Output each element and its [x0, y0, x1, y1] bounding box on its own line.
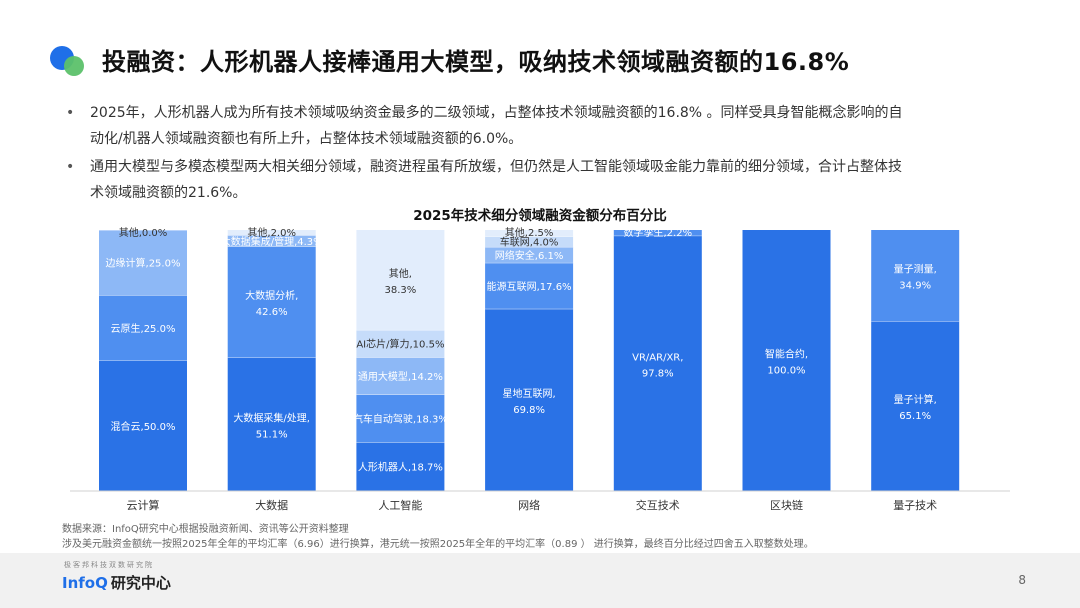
segment-label: 车联网,4.0%: [500, 236, 559, 249]
page-number: 8: [1018, 573, 1026, 587]
bar-segment: [871, 321, 960, 491]
currency-conversion-note: 涉及美元融资金额统一按照2025年全年的平均汇率（6.96）进行换算，港元统一按…: [62, 539, 814, 550]
bar-segment: [485, 246, 574, 263]
segment-label: 65.1%: [899, 411, 931, 422]
logo-brand: InfoQ: [62, 574, 108, 592]
segment-label: 云原生,25.0%: [111, 322, 176, 335]
bar-segment: [227, 235, 316, 247]
bullet-1-line-2: 动化/机器人领域融资额也有所上升，占整体技术领域融资额的6.0%。: [90, 131, 523, 147]
bar-segment: [227, 230, 316, 236]
bullet-list: • 2025年，人形机器人成为所有技术领域吸纳资金最多的二级领域，占整体技术领域…: [62, 100, 1022, 208]
x-tick-label: 量子技术: [893, 499, 937, 512]
segment-label: 数字孪生,2.2%: [624, 226, 693, 239]
segment-label: 星地互联网,: [503, 387, 556, 400]
bullet-item-1: • 2025年，人形机器人成为所有技术领域吸纳资金最多的二级领域，占整体技术领域…: [62, 100, 1022, 152]
stacked-bar-chart: 混合云,50.0% 云原生,25.0% 边缘计算,25.0% 其他,0.0% 云计算 大数…: [70, 226, 1010, 512]
segment-label: 100.0%: [767, 366, 805, 377]
segment-label: 大数据采集/处理,: [233, 411, 310, 424]
segment-label: 其他,: [389, 267, 412, 280]
segment-label: 其他,2.0%: [247, 226, 296, 239]
bar-segment: [485, 230, 574, 237]
bullet-dot-icon: •: [66, 105, 75, 121]
bar-segment: [485, 262, 574, 309]
segment-label: 38.3%: [385, 285, 417, 296]
segment-label: 大数据集成/管理,4.3%: [221, 235, 323, 248]
bar-segment: [742, 230, 831, 491]
segment-label: 其他,0.0%: [119, 226, 168, 239]
bullet-1-line-1: 2025年，人形机器人成为所有技术领域吸纳资金最多的二级领域，占整体技术领域融资…: [90, 105, 903, 121]
segment-label: 通用大模型,14.2%: [358, 370, 443, 383]
logo-cn: 研究中心: [110, 574, 171, 592]
x-tick-label: 网络: [518, 498, 540, 512]
segment-label: 混合云,50.0%: [111, 420, 176, 433]
bar-segment: [99, 295, 187, 361]
segment-label: 边缘计算,25.0%: [106, 257, 181, 270]
infoq-logo: InfoQ 研究中心: [62, 572, 171, 593]
bar-segment: [99, 230, 187, 296]
segment-label: 其他,2.5%: [505, 226, 554, 239]
bar-segment: [356, 394, 445, 443]
x-tick-label: 区块链: [770, 498, 803, 512]
segment-label: 人形机器人,18.7%: [358, 461, 443, 474]
segment-label: 网络安全,6.1%: [495, 249, 564, 262]
bar-segment: [356, 442, 445, 491]
segment-label: 量子计算,: [894, 393, 937, 406]
data-source-note: 数据来源：InfoQ研究中心根据投融资新闻、资讯等公开资料整理: [62, 524, 349, 535]
segment-label: 51.1%: [256, 429, 288, 440]
segment-label: 能源互联网,17.6%: [487, 280, 572, 293]
segment-label: 量子测量,: [894, 263, 937, 276]
bar-segment: [227, 357, 316, 491]
segment-label: 34.9%: [899, 281, 931, 292]
bar-segment: [356, 329, 445, 358]
segment-label: 汽车自动驾驶,18.3%: [353, 412, 448, 425]
segment-label: AI芯片/算力,10.5%: [356, 338, 444, 351]
page-title: 投融资：人形机器人接棒通用大模型，吸纳技术领域融资额的16.8%: [102, 48, 850, 76]
segment-label: 69.8%: [513, 405, 545, 416]
footer-band: [0, 553, 1080, 608]
bar-segment: [227, 246, 316, 358]
x-tick-label: 云计算: [127, 498, 160, 512]
bar-segment: [99, 360, 187, 491]
segment-label: VR/AR/XR,: [632, 352, 683, 363]
logo-tagline: 极客邦科技双数研究院: [64, 561, 154, 569]
bullet-2-line-2: 术领域融资额的21.6%。: [90, 185, 247, 201]
bar-segment: [485, 236, 574, 247]
bar-segment: [356, 230, 445, 330]
bar-segment: [485, 308, 574, 491]
chart-title: 2025年技术细分领域融资金额分布百分比: [413, 208, 667, 224]
x-tick-label: 交互技术: [636, 498, 680, 512]
segment-label: 大数据分析,: [245, 289, 298, 302]
x-tick-label: 大数据: [255, 498, 288, 512]
segment-label: 97.8%: [642, 368, 674, 379]
segment-label: 智能合约,: [765, 348, 808, 361]
bullet-2-line-1: 通用大模型与多模态模型两大相关细分领域，融资进程虽有所放缓，但仍然是人工智能领域…: [90, 159, 902, 175]
bullet-dot-icon: •: [66, 159, 75, 175]
x-tick-label: 人工智能: [378, 498, 422, 512]
title-decoration-icon: [50, 42, 86, 78]
bar-segment: [356, 357, 445, 395]
bar-segment: [613, 235, 702, 491]
segment-label: 42.6%: [256, 307, 288, 318]
bullet-item-2: • 通用大模型与多模态模型两大相关细分领域，融资进程虽有所放缓，但仍然是人工智能…: [62, 154, 1022, 206]
bar-segment: [871, 230, 960, 322]
bar-segment: [613, 230, 702, 236]
